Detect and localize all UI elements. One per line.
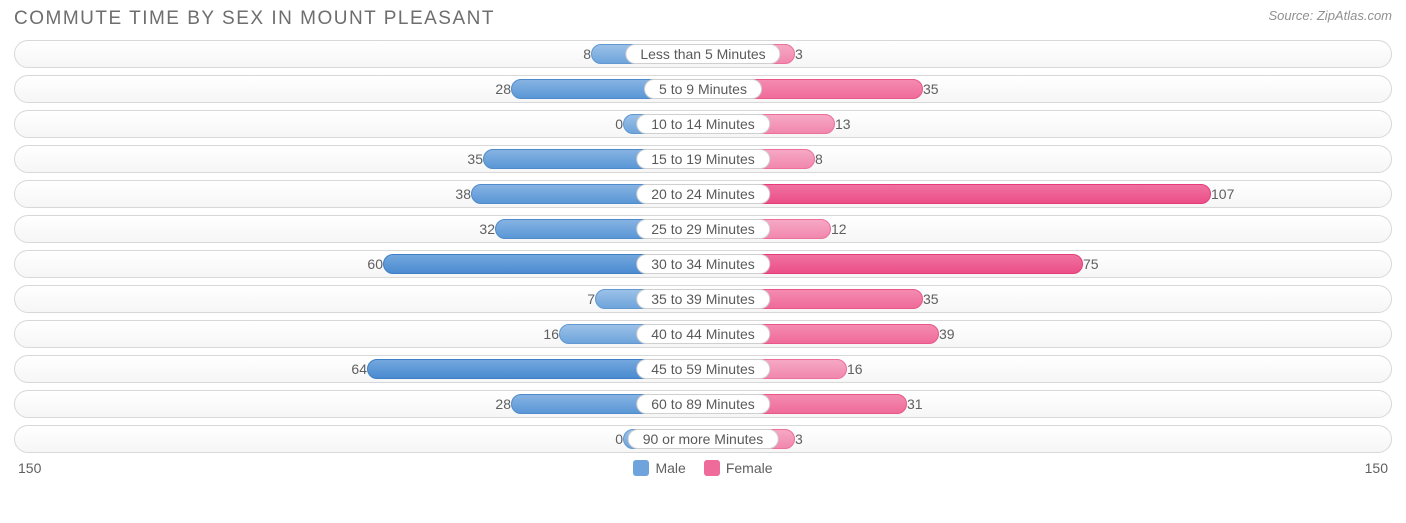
female-value: 107 [1211, 181, 1234, 207]
category-label: Less than 5 Minutes [625, 44, 780, 64]
female-value: 12 [831, 216, 847, 242]
male-value: 0 [615, 111, 623, 137]
table-row: 16 39 40 to 44 Minutes [14, 320, 1392, 348]
table-row: 28 31 60 to 89 Minutes [14, 390, 1392, 418]
male-value: 38 [455, 181, 471, 207]
chart-title: COMMUTE TIME BY SEX IN MOUNT PLEASANT [14, 8, 495, 30]
female-value: 3 [795, 41, 803, 67]
category-label: 20 to 24 Minutes [636, 184, 770, 204]
table-row: 35 8 15 to 19 Minutes [14, 145, 1392, 173]
female-value: 16 [847, 356, 863, 382]
category-label: 30 to 34 Minutes [636, 254, 770, 274]
table-row: 38 107 20 to 24 Minutes [14, 180, 1392, 208]
table-row: 60 75 30 to 34 Minutes [14, 250, 1392, 278]
category-label: 15 to 19 Minutes [636, 149, 770, 169]
male-value: 32 [479, 216, 495, 242]
legend: Male Female [41, 460, 1364, 476]
category-label: 25 to 29 Minutes [636, 219, 770, 239]
female-bar [703, 184, 1211, 204]
female-value: 35 [923, 76, 939, 102]
male-value: 64 [351, 356, 367, 382]
male-value: 28 [495, 391, 511, 417]
male-value: 28 [495, 76, 511, 102]
female-value: 8 [815, 146, 823, 172]
table-row: 28 35 5 to 9 Minutes [14, 75, 1392, 103]
table-row: 32 12 25 to 29 Minutes [14, 215, 1392, 243]
axis-max-left: 150 [18, 460, 41, 476]
category-label: 90 or more Minutes [628, 429, 779, 449]
female-value: 75 [1083, 251, 1099, 277]
male-value: 8 [583, 41, 591, 67]
category-label: 35 to 39 Minutes [636, 289, 770, 309]
female-value: 35 [923, 286, 939, 312]
source-label: Source: ZipAtlas.com [1268, 8, 1392, 23]
female-value: 39 [939, 321, 955, 347]
female-value: 13 [835, 111, 851, 137]
male-swatch-icon [633, 460, 649, 476]
male-value: 60 [367, 251, 383, 277]
female-swatch-icon [704, 460, 720, 476]
female-value: 3 [795, 426, 803, 452]
category-label: 10 to 14 Minutes [636, 114, 770, 134]
male-value: 16 [543, 321, 559, 347]
table-row: 0 3 90 or more Minutes [14, 425, 1392, 453]
legend-male: Male [633, 460, 685, 476]
plot-area: 8 3 Less than 5 Minutes 28 35 5 to 9 Minutes 0… [14, 40, 1392, 453]
legend-male-label: Male [655, 460, 685, 476]
category-label: 60 to 89 Minutes [636, 394, 770, 414]
axis-max-right: 150 [1365, 460, 1388, 476]
category-label: 5 to 9 Minutes [644, 79, 762, 99]
category-label: 40 to 44 Minutes [636, 324, 770, 344]
male-value: 0 [615, 426, 623, 452]
category-label: 45 to 59 Minutes [636, 359, 770, 379]
legend-female-label: Female [726, 460, 773, 476]
table-row: 64 16 45 to 59 Minutes [14, 355, 1392, 383]
table-row: 8 3 Less than 5 Minutes [14, 40, 1392, 68]
male-value: 35 [467, 146, 483, 172]
legend-female: Female [704, 460, 773, 476]
table-row: 0 13 10 to 14 Minutes [14, 110, 1392, 138]
male-value: 7 [587, 286, 595, 312]
chart-container: COMMUTE TIME BY SEX IN MOUNT PLEASANT So… [0, 0, 1406, 523]
female-value: 31 [907, 391, 923, 417]
table-row: 7 35 35 to 39 Minutes [14, 285, 1392, 313]
footer: 150 Male Female 150 [14, 460, 1392, 476]
header: COMMUTE TIME BY SEX IN MOUNT PLEASANT So… [14, 8, 1392, 30]
